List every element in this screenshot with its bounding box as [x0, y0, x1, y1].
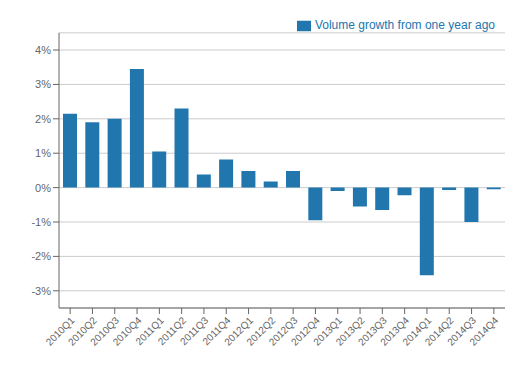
html-text:Volume growth from one year ag: Volume growth from one year ago — [314, 18, 495, 32]
svg-text:2011Q2: 2011Q2 — [155, 314, 189, 348]
svg-text:2010Q3: 2010Q3 — [88, 314, 122, 348]
svg-text:2013Q4: 2013Q4 — [378, 314, 412, 348]
svg-text:2012Q2: 2012Q2 — [244, 314, 278, 348]
svg-text:2012Q4: 2012Q4 — [288, 314, 322, 348]
svg-text:2014Q1: 2014Q1 — [400, 314, 434, 348]
svg-text:2010Q2: 2010Q2 — [65, 314, 99, 348]
svg-text:2011Q3: 2011Q3 — [178, 314, 211, 348]
svg-text:0%: 0% — [35, 182, 51, 194]
svg-text:2011Q1: 2011Q1 — [133, 314, 166, 348]
svg-text:2013Q3: 2013Q3 — [355, 314, 389, 348]
svg-text:2010Q4: 2010Q4 — [110, 314, 144, 348]
svg-text:-1%: -1% — [31, 216, 51, 228]
svg-text:2014Q3: 2014Q3 — [445, 314, 478, 348]
svg-text:2014Q4: 2014Q4 — [467, 314, 500, 347]
svg-text:2012Q1: 2012Q1 — [222, 314, 255, 348]
svg-text:2013Q2: 2013Q2 — [333, 314, 367, 348]
svg-text:2011Q4: 2011Q4 — [200, 314, 233, 348]
svg-text:1%: 1% — [35, 147, 51, 159]
svg-text:2%: 2% — [35, 113, 51, 125]
svg-text:4%: 4% — [35, 44, 51, 56]
svg-text:-3%: -3% — [31, 285, 51, 297]
svg-text:-2%: -2% — [31, 250, 51, 262]
svg-text:2014Q2: 2014Q2 — [422, 314, 456, 348]
svg-text:2012Q3: 2012Q3 — [266, 314, 300, 348]
svg-text:2010Q1: 2010Q1 — [43, 314, 77, 348]
svg-text:3%: 3% — [35, 78, 51, 90]
svg-text:2013Q1: 2013Q1 — [311, 314, 345, 348]
